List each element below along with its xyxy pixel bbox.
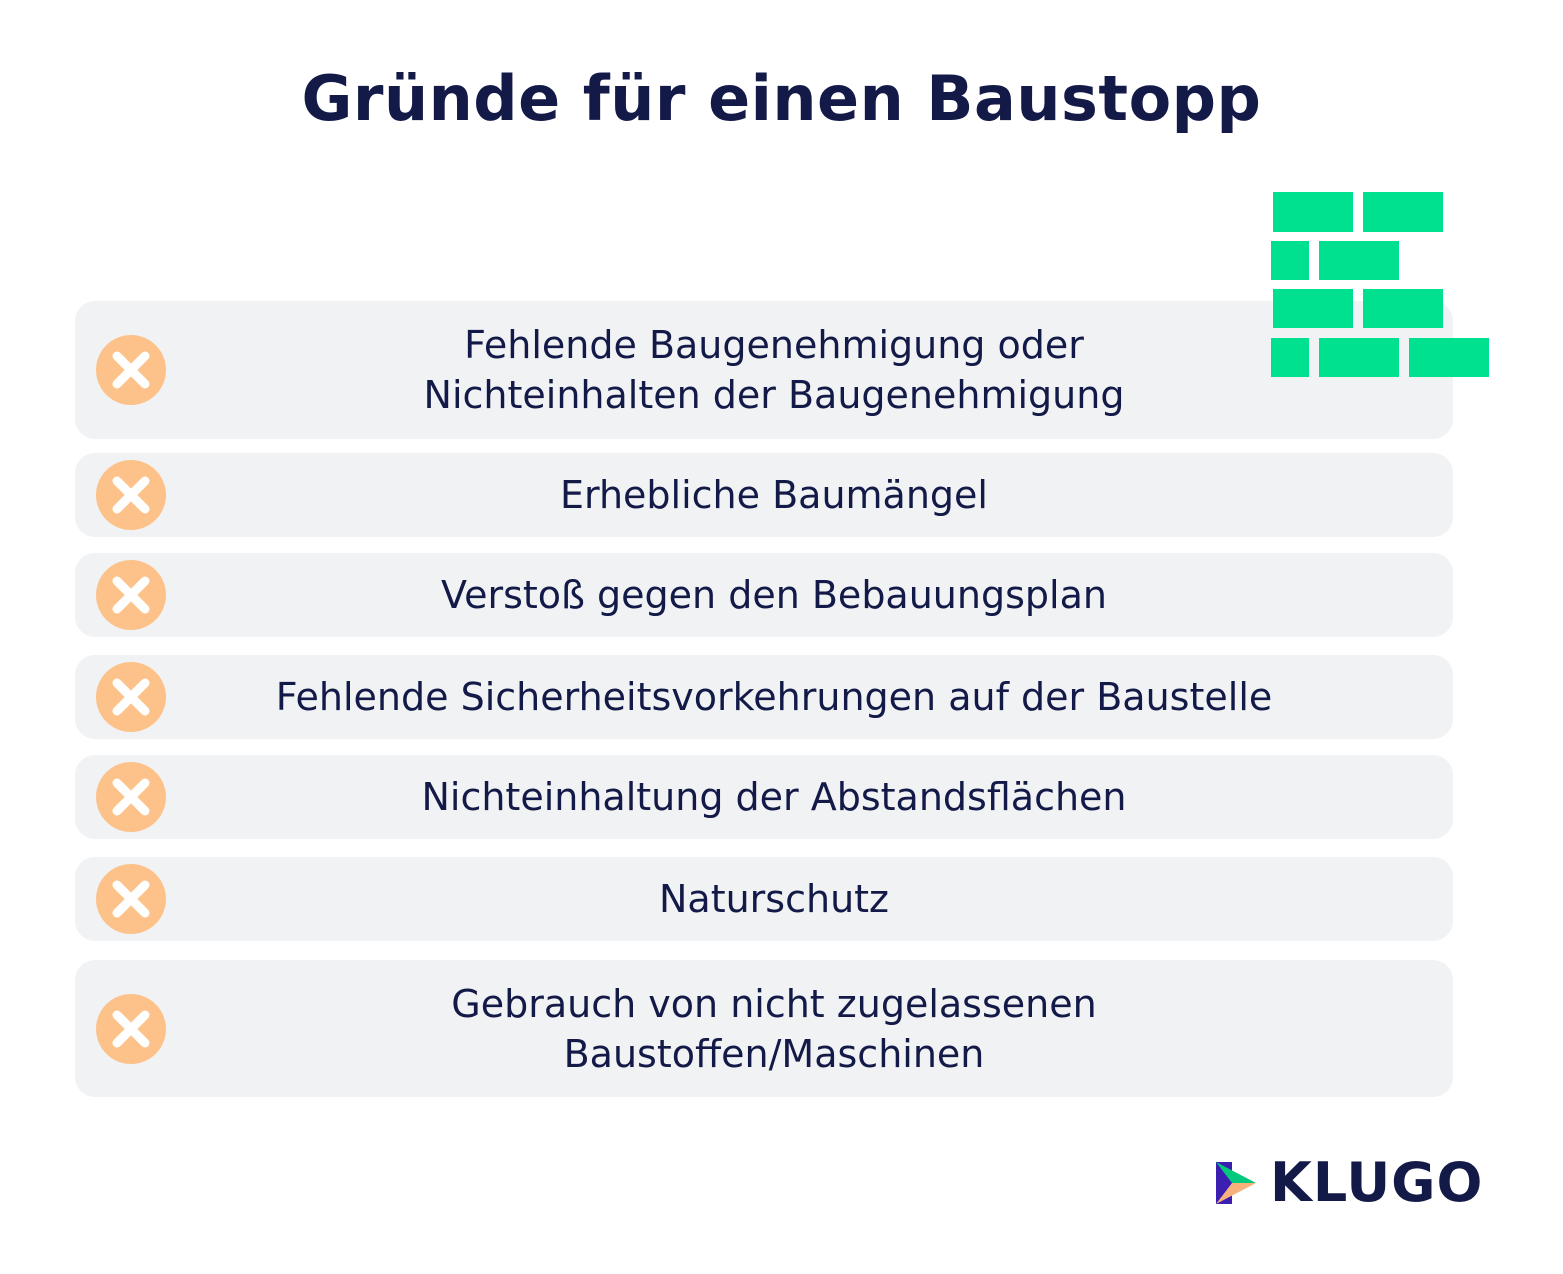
logo: KLUGO	[1212, 1152, 1482, 1214]
cross-icon	[96, 864, 166, 934]
reason-row: Gebrauch von nicht zugelassenen Baustoffe…	[75, 960, 1453, 1097]
reason-text: Fehlende Baugenehmigung oder Nichteinhalt…	[195, 301, 1353, 439]
cross-icon	[96, 335, 166, 405]
title: Gründe für einen Baustopp	[301, 62, 1262, 135]
reason-row: Fehlende Baugenehmigung oder Nichteinhalt…	[75, 301, 1453, 439]
reason-line: Nichteinhaltung der Abstandsflächen	[421, 775, 1127, 819]
reason-line: Naturschutz	[658, 877, 890, 921]
reason-text: Gebrauch von nicht zugelassenen Baustoffe…	[195, 960, 1353, 1097]
reason-row: Verstoß gegen den Bebauungsplan	[75, 553, 1453, 637]
reason-row: Fehlende Sicherheitsvorkehrungen auf der…	[75, 655, 1453, 739]
reason-line: Erhebliche Baumängel	[560, 473, 988, 517]
reason-line: Fehlende Sicherheitsvorkehrungen auf der…	[275, 675, 1273, 719]
reason-text: Naturschutz	[195, 857, 1353, 941]
cross-icon	[96, 560, 166, 630]
reason-row: Nichteinhaltung der Abstandsflächen	[75, 755, 1453, 839]
reason-text: Nichteinhaltung der Abstandsflächen	[195, 755, 1353, 839]
reason-text: Verstoß gegen den Bebauungsplan	[195, 553, 1353, 637]
reason-line: Gebrauch von nicht zugelassenen	[451, 981, 1097, 1026]
reason-text: Fehlende Sicherheitsvorkehrungen auf der…	[195, 655, 1353, 739]
cross-icon	[96, 762, 166, 832]
cross-icon	[96, 460, 166, 530]
cross-icon	[96, 993, 166, 1064]
reason-line: Nichteinhalten der Baugenehmigung	[423, 373, 1125, 417]
reason-line: Fehlende Baugenehmigung oder	[464, 323, 1084, 367]
reason-line: Baustoffen/Maschinen	[563, 1031, 985, 1076]
reason-row: Naturschutz	[75, 857, 1453, 941]
reason-line: Verstoß gegen den Bebauungsplan	[441, 573, 1107, 617]
cross-icon	[96, 662, 166, 732]
brick-wall-icon	[1271, 192, 1489, 377]
logo-icon	[1216, 1162, 1256, 1204]
reason-row: Erhebliche Baumängel	[75, 453, 1453, 537]
reason-text: Erhebliche Baumängel	[195, 453, 1353, 537]
logo-text: KLUGO	[1270, 1151, 1484, 1214]
